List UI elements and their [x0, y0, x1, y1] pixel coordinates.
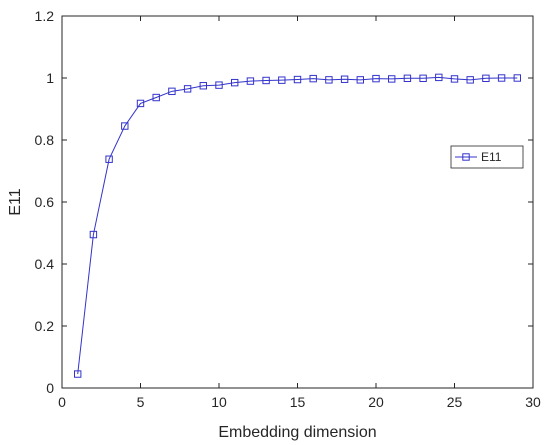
data-point [246, 77, 255, 85]
data-point [340, 75, 349, 83]
x-tick-label: 10 [211, 394, 227, 410]
x-tick-label: 25 [447, 394, 463, 410]
data-point [388, 75, 396, 83]
legend-box [450, 145, 524, 169]
data-point [89, 230, 98, 239]
y-tick-label: 0.8 [35, 132, 55, 148]
y-tick-label: 1.2 [35, 8, 55, 24]
x-tick-label: 30 [525, 394, 541, 410]
x-tick-label: 20 [368, 394, 384, 410]
x-axis-label: Embedding dimension [218, 424, 376, 441]
y-tick-label: 0.6 [35, 194, 55, 210]
x-tick-label: 0 [58, 394, 66, 410]
data-point [435, 73, 443, 82]
x-tick-label: 15 [290, 394, 306, 410]
data-point [450, 75, 459, 83]
data-point [152, 93, 160, 102]
data-point [403, 74, 412, 83]
data-point [231, 78, 239, 87]
y-tick-label: 0.2 [35, 318, 55, 334]
data-point [419, 74, 427, 83]
y-tick-label: 0 [46, 380, 54, 396]
legend: E11 [450, 145, 524, 169]
data-point [121, 122, 129, 130]
data-point [278, 76, 286, 84]
axis-ticks [61, 15, 534, 389]
data-point [215, 81, 223, 89]
data-point [325, 76, 333, 84]
data-point [168, 87, 176, 96]
data-point [466, 76, 474, 84]
data-point [293, 75, 302, 84]
legend-marker-square [462, 153, 470, 161]
data-point [74, 370, 82, 378]
tick-labels: 0 5 10 15 20 25 30 0 0.2 0.4 0.6 0.8 1 1.2 [35, 8, 541, 410]
data-point [105, 155, 113, 163]
data-point [136, 99, 145, 108]
data-point [262, 76, 270, 85]
data-point [372, 74, 380, 83]
data-point [482, 74, 490, 83]
y-tick-label: 0.4 [35, 256, 55, 272]
y-axis-label: E11 [7, 188, 24, 215]
data-point [183, 85, 192, 93]
x-tick-label: 5 [137, 394, 145, 410]
data-point [199, 82, 208, 90]
y-tick-label: 1 [46, 70, 54, 86]
data-point [513, 74, 521, 82]
data-point [497, 74, 506, 82]
series-line [77, 76, 518, 375]
data-point [356, 76, 365, 84]
series-layer [74, 73, 521, 378]
plot-area [61, 15, 534, 389]
data-point [309, 74, 317, 83]
legend-entry-e11: E11 [481, 150, 502, 164]
